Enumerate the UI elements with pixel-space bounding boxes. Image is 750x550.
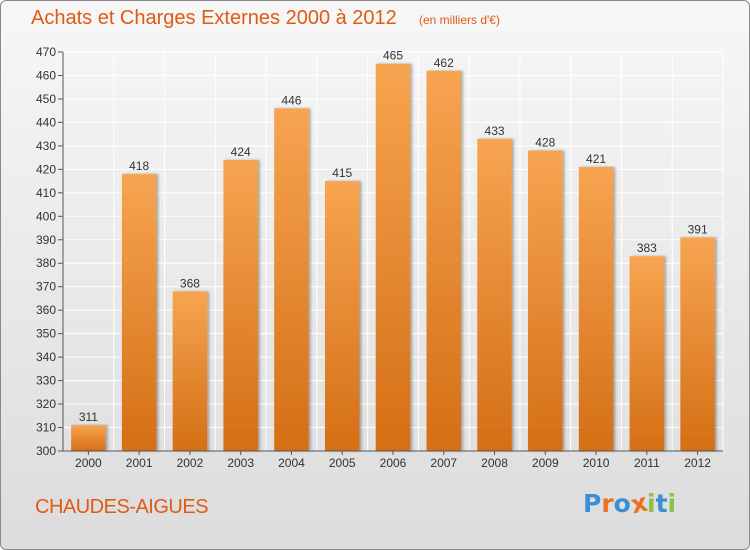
bars <box>71 63 715 452</box>
commune-name: CHAUDES-AIGUES <box>35 496 209 518</box>
y-tick-label: 420 <box>36 162 56 176</box>
y-tick-label: 360 <box>36 303 56 317</box>
x-tick-label: 2000 <box>75 456 102 470</box>
bar-value-label: 391 <box>688 222 708 236</box>
y-tick-label: 340 <box>36 350 56 364</box>
bar <box>121 174 157 451</box>
proxiti-logo: Proxiti <box>583 488 677 520</box>
x-tick-label: 2010 <box>583 456 610 470</box>
bar <box>172 291 208 451</box>
y-tick-label: 310 <box>36 421 56 435</box>
bar <box>426 70 462 451</box>
bar-value-label: 433 <box>485 124 505 138</box>
bar <box>629 256 665 451</box>
logo-letter: t <box>655 489 668 518</box>
bar <box>324 181 360 451</box>
x-tick-label: 2002 <box>177 456 204 470</box>
bar-value-label: 418 <box>129 159 149 173</box>
bar <box>274 108 309 452</box>
bar-value-label: 368 <box>180 276 200 290</box>
logo-letter: P <box>583 489 602 518</box>
y-tick-label: 330 <box>36 374 56 388</box>
bar-value-label: 428 <box>535 136 555 150</box>
logo-letter: o <box>613 489 631 518</box>
y-tick-label: 320 <box>36 397 56 411</box>
x-tick-label: 2008 <box>481 456 508 470</box>
y-tick-label: 450 <box>36 92 56 106</box>
chart-title: Achats et Charges Externes 2000 à 2012 <box>31 7 397 29</box>
y-tick-label: 460 <box>36 68 56 82</box>
bar-value-label: 462 <box>434 56 454 70</box>
logo-letter: i <box>667 489 677 518</box>
bar <box>71 425 106 451</box>
bar <box>680 237 715 451</box>
x-tick-label: 2004 <box>278 456 305 470</box>
bar-value-label: 421 <box>586 152 606 166</box>
y-tick-label: 430 <box>36 139 56 153</box>
x-tick-label: 2003 <box>227 456 254 470</box>
y-tick-label: 470 <box>36 45 56 59</box>
chart-subtitle: (en milliers d'€) <box>419 13 500 27</box>
x-tick-label: 2007 <box>430 456 457 470</box>
bar <box>223 159 258 451</box>
bar-value-label: 465 <box>383 49 403 63</box>
x-tick-label: 2001 <box>126 456 153 470</box>
axes: 300 310 320 330 340 350 360 370 380 390 400 410 420 4… <box>36 45 723 470</box>
logo-letter: r <box>601 489 614 518</box>
y-tick-label: 370 <box>36 280 56 294</box>
bar <box>528 150 563 451</box>
x-tick-label: 2009 <box>532 456 559 470</box>
x-tick-label: 2006 <box>380 456 407 470</box>
y-tick-label: 390 <box>36 233 56 247</box>
bar <box>375 63 411 452</box>
y-tick-label: 300 <box>36 444 56 458</box>
y-tick-label: 440 <box>36 115 56 129</box>
bar-value-label: 446 <box>281 93 301 107</box>
bar <box>578 167 614 451</box>
x-tick-label: 2005 <box>329 456 356 470</box>
bar-value-label: 415 <box>332 166 352 180</box>
bar-value-label: 383 <box>637 241 657 255</box>
x-tick-label: 2011 <box>634 456 660 470</box>
y-tick-label: 400 <box>36 209 56 223</box>
bar <box>477 138 512 451</box>
bar-value-label: 311 <box>79 410 98 424</box>
y-tick-label: 410 <box>36 186 56 200</box>
bar-value-label: 424 <box>231 145 251 159</box>
logo-letter: i <box>647 489 656 518</box>
y-tick-label: 380 <box>36 256 56 270</box>
x-tick-label: 2012 <box>684 456 711 470</box>
y-tick-label: 350 <box>36 327 56 341</box>
